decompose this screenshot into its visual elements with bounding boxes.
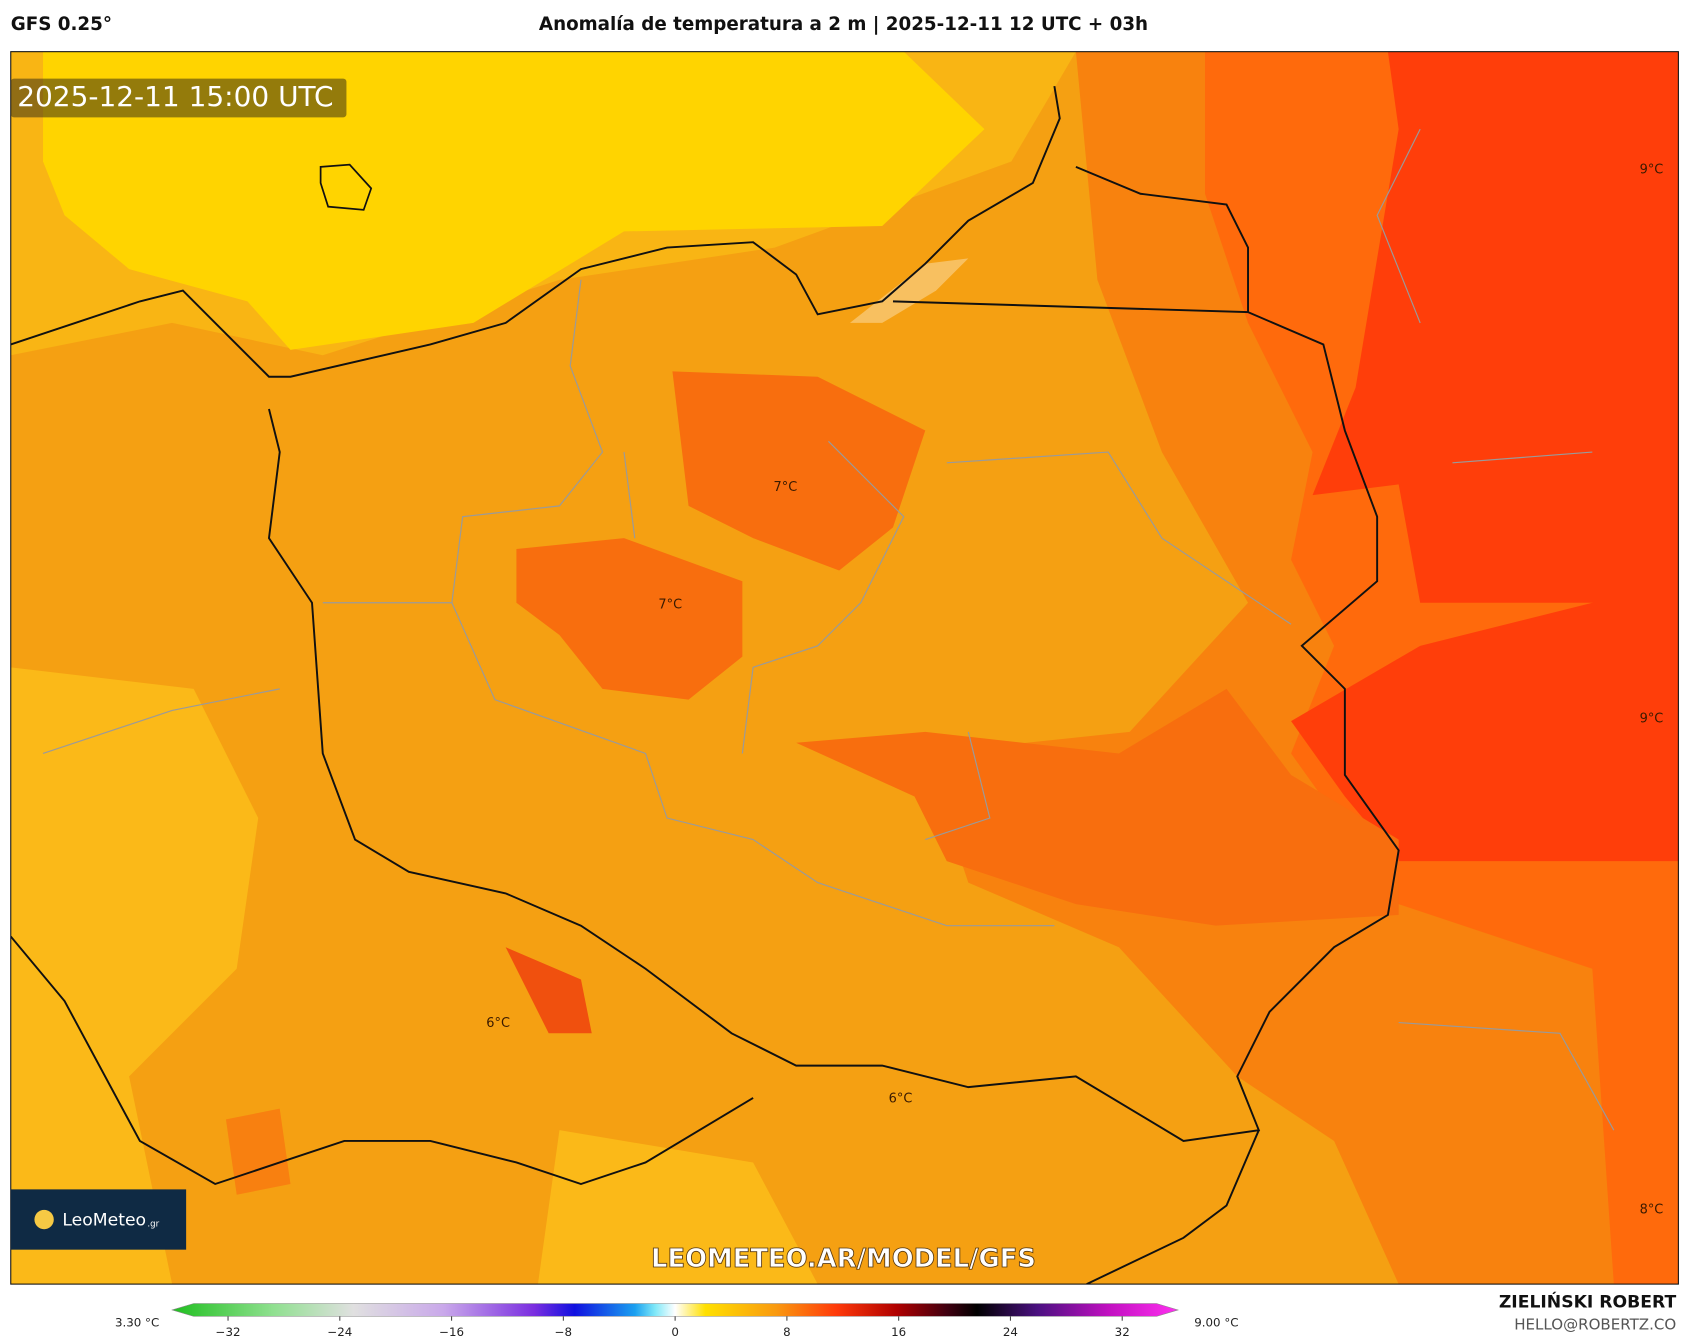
- contour-label: 7°C: [658, 597, 682, 612]
- timestamp-box: [10, 78, 347, 118]
- colorbar-tick-label: −16: [439, 1325, 464, 1339]
- lagoon: [849, 258, 969, 323]
- anomaly-field: [537, 1130, 818, 1285]
- colorbar-tick-label: 8: [783, 1325, 791, 1339]
- anomaly-field: [1312, 51, 1679, 603]
- colorbar-tick-label: 32: [1115, 1325, 1130, 1339]
- colorbar-tick-label: −8: [555, 1325, 572, 1339]
- contour-label: 7°C: [774, 480, 798, 495]
- anomaly-field: [225, 1108, 291, 1195]
- contour-label: 6°C: [889, 1091, 913, 1106]
- anomaly-field: [43, 51, 985, 350]
- colorbar-tick-label: 16: [891, 1325, 906, 1339]
- colorbar-tick-label: −24: [327, 1325, 352, 1339]
- contour-label: 9°C: [1640, 163, 1664, 178]
- anomaly-field: [796, 688, 1399, 926]
- anomaly-field: [10, 667, 259, 1285]
- island: [319, 163, 373, 211]
- colorbar-min: 3.30 °C: [115, 1315, 159, 1329]
- logo-suffix: .gr: [147, 1219, 159, 1229]
- logo-sun: [34, 1209, 54, 1230]
- coastline: [10, 85, 1061, 378]
- colorbar-max: 9.00 °C: [1194, 1315, 1238, 1329]
- logo: LeoMeteo: [62, 1211, 146, 1231]
- anomaly-field: [516, 538, 743, 700]
- map-frame: [10, 51, 1679, 1285]
- map: 9°C 9°C 7°C 7°C 6°C 6°C 8°C: [10, 51, 1679, 1285]
- country-border: [10, 935, 1260, 1285]
- contour-label: 8°C: [1640, 1202, 1664, 1217]
- contour-label: 6°C: [486, 1016, 510, 1031]
- anomaly-field: [672, 371, 926, 571]
- colorbar-tick-label: −32: [216, 1325, 241, 1339]
- colorbar-tick-label: 0: [671, 1325, 679, 1339]
- author: ZIELIŃSKI ROBERT: [1499, 1290, 1677, 1312]
- contact: HELLO@ROBERTZ.CO: [1514, 1316, 1676, 1334]
- anomaly-field: [505, 947, 592, 1034]
- watermark: LEOMETEO.AR/MODEL/GFS: [651, 1244, 1036, 1274]
- anomaly-field: [1291, 581, 1679, 862]
- admin-border: [42, 128, 1615, 1131]
- model-name: GFS 0.25°: [11, 14, 112, 35]
- colorbar: −32 −24 −16 −8 0 8 16 24 32: [171, 1303, 1180, 1339]
- country-border: [267, 165, 1400, 1142]
- contour-label: 9°C: [1640, 712, 1664, 727]
- colorbar-tick-label: 24: [1003, 1325, 1018, 1339]
- map-title: Anomalía de temperatura a 2 m | 2025-12-…: [539, 14, 1148, 35]
- colorbar-bar: [171, 1303, 1180, 1317]
- timestamp: 2025-12-11 15:00 UTC: [17, 80, 333, 113]
